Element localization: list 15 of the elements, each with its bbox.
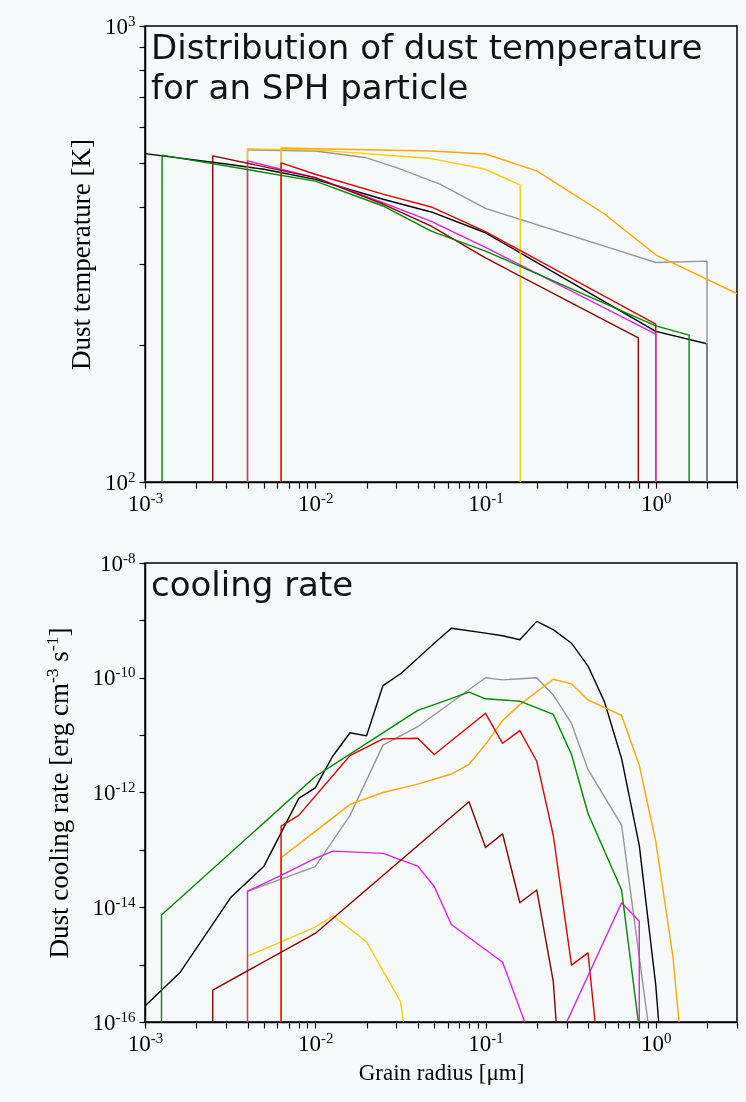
- y-tick-label: 10$^{-10}$: [92, 664, 136, 691]
- text: Distribution of dust temperature for an SPH particle: [151, 27, 703, 107]
- y-axis-title: Dust temperature [K]: [65, 139, 96, 370]
- x-tick-label: 10$^{-2}$: [298, 1029, 334, 1056]
- x-tick-label: 10$^{0}$: [641, 489, 672, 516]
- chart-title: cooling rate: [151, 564, 354, 604]
- y-tick-label: 10$^{-12}$: [92, 779, 136, 805]
- x-tick-label: 10$^{-2}$: [298, 489, 334, 516]
- y-tick-label: 10$^{-14}$: [92, 893, 137, 920]
- x-tick-label: 10$^{0}$: [641, 1029, 672, 1056]
- x-tick-label: 10$^{-1}$: [468, 489, 504, 516]
- x-axis-title: Grain radius [μm]: [358, 1059, 525, 1085]
- y-tick-label: 10$^{-8}$: [100, 549, 136, 576]
- y-tick-label: 10$^{3}$: [105, 12, 136, 39]
- x-tick-label: 10$^{-1}$: [468, 1029, 504, 1056]
